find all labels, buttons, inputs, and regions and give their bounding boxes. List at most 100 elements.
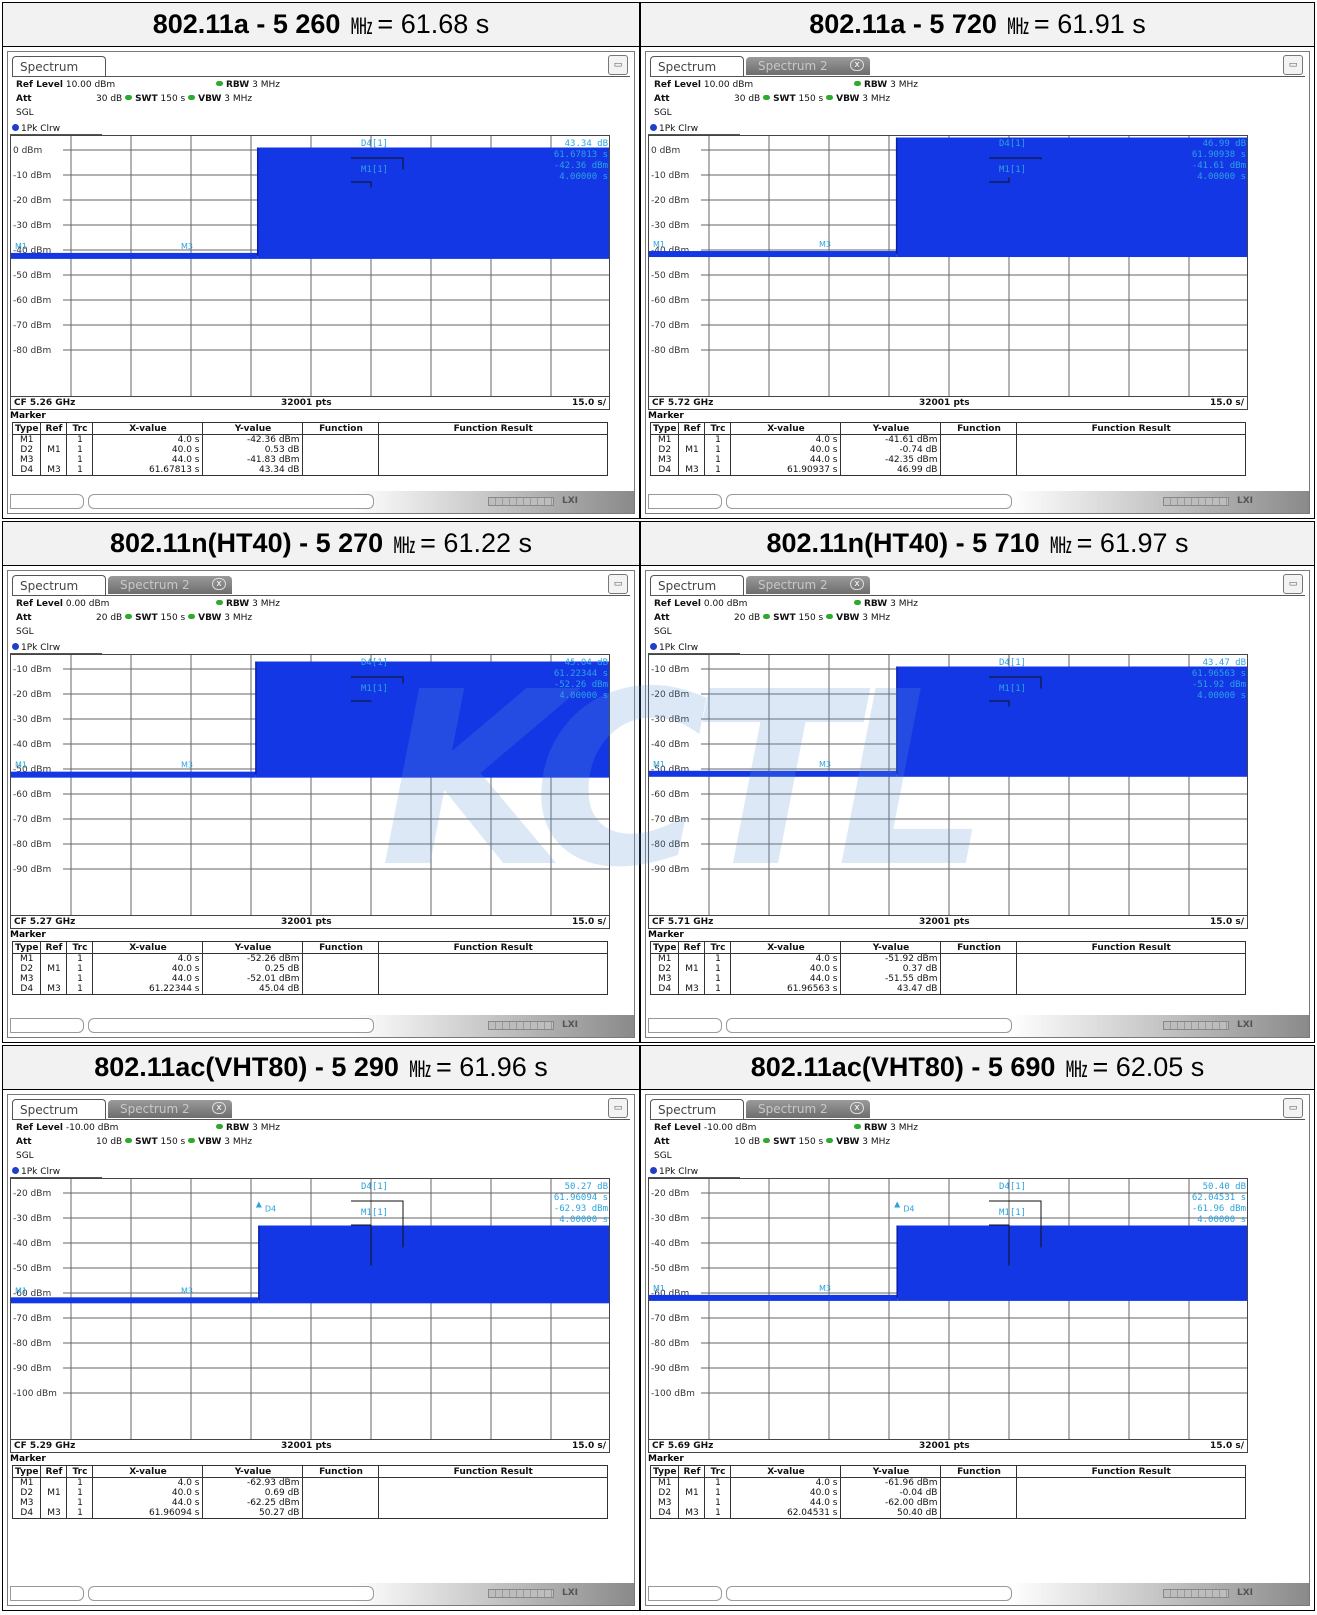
rbw-label: RBW <box>864 599 888 609</box>
table-cell: M3 <box>649 1498 680 1508</box>
table-row: M3 1 44.0 s -62.00 dBm <box>649 1498 1246 1508</box>
analyzer-screen: Spectrum Spectrum 2 x ▭ Ref Level 10.00 … <box>645 51 1310 514</box>
marker-m1-flag: M1 <box>653 240 665 249</box>
table-cell <box>1016 1498 1246 1508</box>
plot-title-result: = 61.97 s <box>1076 528 1189 558</box>
graph-footer: CF 5.71 GHz 32001 pts 15.0 s/ <box>648 916 1248 929</box>
close-icon[interactable]: x <box>850 578 864 590</box>
tab-spectrum[interactable]: Spectrum <box>12 56 106 76</box>
display-toggle-icon[interactable]: ▭ <box>1283 55 1303 75</box>
marker-leader-line <box>989 1224 1010 1266</box>
analyzer-screen: Spectrum Spectrum 2 x ▭ Ref Level 0.00 d… <box>7 570 635 1038</box>
tab-spectrum-2[interactable]: Spectrum 2 x <box>108 1100 232 1118</box>
y-axis-tick-label: -50 dBm <box>13 1264 51 1274</box>
column-header: X-value <box>92 422 204 435</box>
y-axis-tick-label: -20 dBm <box>651 1189 689 1199</box>
marker-table: Type Ref Trc X-value Y-value Function Function… <box>649 941 1246 995</box>
tab-spectrum[interactable]: Spectrum <box>650 56 744 76</box>
column-header: X-value <box>92 1465 204 1478</box>
spectrum-graph[interactable]: 0 dBm -10 dBm -20 dBm -30 dBm -40 dBm -50 dBm… <box>648 135 1248 397</box>
y-axis-tick-label: -30 dBm <box>651 1214 689 1224</box>
trace-plot: -20 dBm -30 dBm -40 dBm -50 dBm -60 dBm -70 d… <box>11 1179 609 1439</box>
plot-title-3: 802.11n(HT40) - 5 270 ㎒ = 61.22 s <box>2 521 640 566</box>
spectrum-graph[interactable]: -10 dBm -20 dBm -30 dBm -40 dBm -50 dBm -60 d… <box>648 654 1248 916</box>
table-cell: 1 <box>66 953 94 964</box>
marker-table: Type Ref Trc X-value Y-value Function Function… <box>11 941 608 995</box>
column-header: X-value <box>730 1465 842 1478</box>
tab-spectrum-2[interactable]: Spectrum 2 x <box>108 576 232 594</box>
tab-spectrum-2[interactable]: Spectrum 2 x <box>746 57 870 75</box>
display-toggle-icon[interactable]: ▭ <box>608 55 628 75</box>
table-cell: M3 <box>649 455 680 465</box>
tab-spectrum[interactable]: Spectrum <box>650 1099 744 1119</box>
status-bar: LXI <box>8 1015 634 1037</box>
table-cell: M3 <box>11 1498 42 1508</box>
tab-spectrum-2[interactable]: Spectrum 2 x <box>746 576 870 594</box>
close-icon[interactable]: x <box>850 59 864 71</box>
marker-m3-flag: M3 <box>819 760 831 769</box>
burst-trace <box>257 147 609 259</box>
table-cell: 1 <box>66 1508 94 1519</box>
spectrum-graph[interactable]: -20 dBm -30 dBm -40 dBm -50 dBm -60 dBm -70 d… <box>10 1178 610 1440</box>
table-cell <box>40 434 68 445</box>
graph-footer: CF 5.29 GHz 32001 pts 15.0 s/ <box>10 1440 610 1453</box>
column-header: Function <box>302 1465 380 1478</box>
center-frequency: CF 5.69 GHz <box>652 1441 714 1451</box>
center-frequency: CF 5.27 GHz <box>14 917 76 927</box>
y-axis-tick-label: -40 dBm <box>13 246 51 256</box>
att-label: Att <box>16 1137 32 1147</box>
table-cell: D2 <box>649 1488 680 1498</box>
table-cell: 1 <box>704 465 732 476</box>
table-cell: 40.0 s <box>92 445 204 455</box>
column-header: Ref <box>40 422 68 435</box>
table-cell <box>378 1508 608 1519</box>
table-cell <box>1016 455 1246 465</box>
sweep-mode: SGL <box>654 108 672 118</box>
table-cell: 1 <box>66 974 94 984</box>
display-toggle-icon[interactable]: ▭ <box>608 574 628 594</box>
display-toggle-icon[interactable]: ▭ <box>1283 1098 1303 1118</box>
table-cell: 1 <box>66 1488 94 1498</box>
tab-spectrum-2[interactable]: Spectrum 2 x <box>746 1100 870 1118</box>
lxi-icon: LXI <box>561 1588 578 1598</box>
table-cell: D4 <box>649 1508 680 1519</box>
y-axis-tick-label: -70 dBm <box>651 321 689 331</box>
display-toggle-icon[interactable]: ▭ <box>608 1098 628 1118</box>
marker-leader-line <box>989 700 1010 707</box>
column-header: Y-value <box>202 1465 304 1478</box>
spectrum-graph[interactable]: -10 dBm -20 dBm -30 dBm -40 dBm -50 dBm -60 d… <box>10 654 610 916</box>
marker-leader-line <box>351 676 404 684</box>
table-row: M1 1 4.0 s -62.93 dBm <box>11 1477 608 1488</box>
table-cell <box>378 1498 608 1508</box>
coupled-indicator-icon <box>854 81 861 86</box>
ref-level-value: 10.00 dBm <box>703 80 754 90</box>
table-cell <box>302 964 380 974</box>
vbw-value: 3 MHz <box>862 1137 891 1147</box>
table-cell: 1 <box>66 984 94 995</box>
plot-title-lead: 802.11a - 5 720 <box>809 9 997 39</box>
trace-legend: 1Pk Clrw <box>10 642 102 654</box>
table-cell: -62.25 dBm <box>202 1498 304 1508</box>
spectrum-graph[interactable]: 0 dBm -10 dBm -20 dBm -30 dBm -40 dBm -50 dBm… <box>10 135 610 397</box>
y-axis-tick-label: -60 dBm <box>13 790 51 800</box>
trace-legend: 1Pk Clrw <box>648 642 740 654</box>
close-icon[interactable]: x <box>212 1102 226 1114</box>
close-icon[interactable]: x <box>212 578 226 590</box>
marker-d4-label: D4[1] <box>999 1182 1026 1192</box>
table-cell <box>378 964 608 974</box>
tab-spectrum[interactable]: Spectrum <box>650 575 744 595</box>
unit-glyph: ㎒ <box>393 533 415 559</box>
tab-spectrum[interactable]: Spectrum <box>12 1099 106 1119</box>
tab-spectrum[interactable]: Spectrum <box>12 575 106 595</box>
center-frequency: CF 5.29 GHz <box>14 1441 76 1451</box>
table-cell: M1 <box>649 1477 680 1488</box>
table-cell: D4 <box>11 465 42 476</box>
progress-bar <box>1163 1589 1229 1598</box>
close-icon[interactable]: x <box>850 1102 864 1114</box>
plot-title-1: 802.11a - 5 260 ㎒ = 61.68 s <box>2 2 640 47</box>
display-toggle-icon[interactable]: ▭ <box>1283 574 1303 594</box>
column-header: Type <box>11 941 42 954</box>
spectrum-graph[interactable]: -20 dBm -30 dBm -40 dBm -50 dBm -60 dBm -70 d… <box>648 1178 1248 1440</box>
y-axis-tick-label: -40 dBm <box>13 740 51 750</box>
trace-legend: 1Pk Clrw <box>648 123 740 135</box>
